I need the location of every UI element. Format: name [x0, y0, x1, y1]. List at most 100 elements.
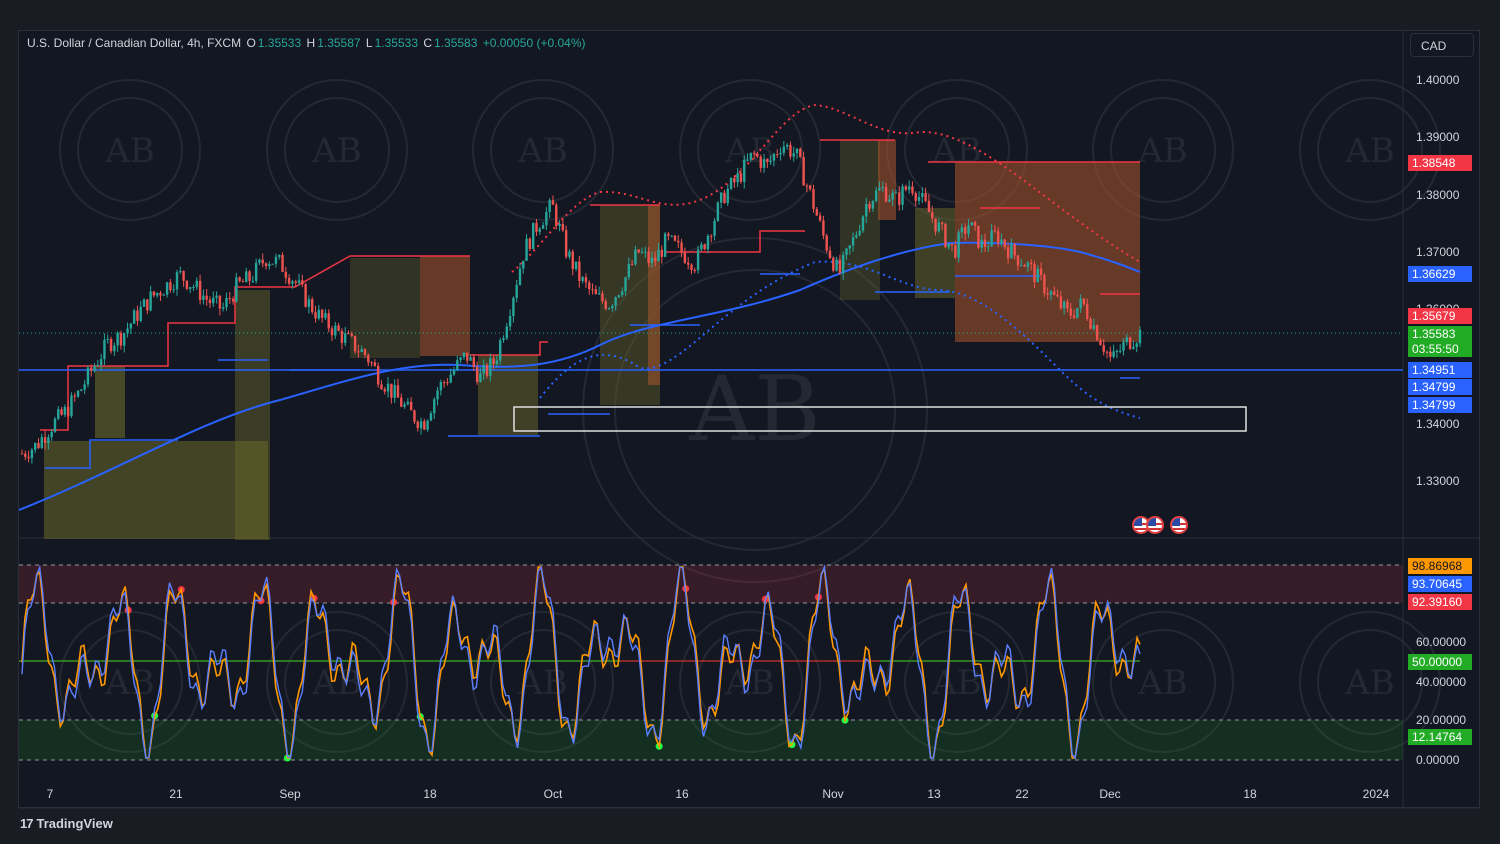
candle [749, 152, 753, 163]
candle [221, 302, 225, 312]
candle [683, 247, 687, 264]
candle [70, 392, 73, 418]
candle [43, 430, 47, 450]
candle [33, 442, 37, 454]
candle [466, 352, 469, 364]
candle [188, 286, 192, 294]
candle [370, 360, 373, 367]
close-label: C [423, 36, 433, 50]
candle [73, 392, 76, 402]
candles [20, 141, 1142, 464]
candle [1109, 346, 1112, 362]
candle [1138, 326, 1142, 347]
candle [291, 279, 294, 289]
time-tick-label: 21 [169, 787, 183, 801]
candle [931, 205, 934, 223]
overbought-zone [19, 565, 1403, 603]
candle [475, 361, 479, 385]
candle [156, 292, 159, 298]
candle [574, 261, 578, 272]
candle [789, 141, 792, 160]
svg-text:AB: AB [104, 663, 155, 703]
candle [627, 257, 631, 281]
candle [225, 292, 228, 311]
candle [485, 362, 489, 379]
us-flag-event-icon[interactable] [1132, 516, 1150, 534]
candle [301, 274, 304, 288]
candle [123, 332, 126, 353]
candle [1099, 338, 1102, 346]
candle [413, 409, 416, 424]
candle [1016, 255, 1020, 271]
price-tick-label: 1.39000 [1416, 130, 1460, 144]
candle [657, 243, 660, 262]
price-tag: 1.38548 [1408, 155, 1472, 171]
candle [861, 215, 865, 233]
candle [294, 279, 297, 288]
candle [1089, 316, 1092, 330]
candle [762, 153, 766, 173]
candle [640, 247, 644, 254]
candle [571, 249, 574, 276]
candle [396, 378, 400, 398]
zone-step-line [40, 139, 1140, 431]
candle [927, 194, 931, 213]
us-flag-event-icon[interactable] [1170, 516, 1188, 534]
candle [891, 189, 894, 207]
candle [716, 201, 720, 222]
close-value: 1.35583 [434, 36, 478, 50]
candle [670, 235, 673, 238]
candle [287, 274, 291, 286]
candle [284, 266, 288, 284]
candle [1069, 302, 1072, 320]
osc-tick-label: 20.00000 [1416, 713, 1466, 727]
candle [505, 322, 508, 340]
candle [202, 289, 205, 305]
candle [393, 379, 396, 403]
candle [442, 380, 446, 388]
candle [1003, 238, 1006, 250]
candle [383, 387, 386, 395]
candle [838, 254, 842, 276]
candle [944, 222, 947, 249]
candle [142, 298, 146, 308]
osc-tick-label: 60.00000 [1416, 635, 1466, 649]
candle [772, 152, 776, 167]
candle [825, 233, 828, 254]
candle [901, 183, 904, 211]
candle [30, 447, 34, 464]
candle [822, 215, 825, 240]
candle [894, 189, 898, 194]
candle [373, 359, 377, 367]
tradingview-logo[interactable]: 17 TradingView [20, 816, 113, 831]
time-tick-label: Oct [544, 787, 563, 801]
price-tag: 1.34799 [1408, 397, 1472, 413]
candle [1135, 342, 1138, 353]
upper-band-dots [511, 103, 1141, 273]
candle [541, 221, 545, 229]
osc-tick-label: 0.00000 [1416, 753, 1460, 767]
candle [548, 198, 551, 218]
candle [776, 149, 779, 158]
candle [304, 282, 307, 308]
candle [472, 354, 476, 371]
candle [848, 245, 851, 255]
time-tick-label: Sep [279, 787, 301, 801]
time-tick-label: 13 [927, 787, 941, 801]
candle [1092, 318, 1096, 331]
us-flag-event-icon[interactable] [1146, 516, 1164, 534]
candle [964, 223, 967, 241]
target-zone-rectangle[interactable] [513, 406, 1247, 432]
candle [1049, 289, 1053, 301]
symbol-name: U.S. Dollar / Canadian Dollar, 4h, FXCM [27, 36, 242, 50]
candle [614, 296, 617, 311]
currency-button[interactable]: CAD [1410, 33, 1474, 57]
candle [555, 202, 558, 230]
candle [419, 417, 423, 435]
candle [815, 207, 819, 216]
candle [680, 238, 683, 258]
candle [512, 296, 515, 323]
candle [456, 355, 459, 372]
candle [1112, 344, 1115, 359]
